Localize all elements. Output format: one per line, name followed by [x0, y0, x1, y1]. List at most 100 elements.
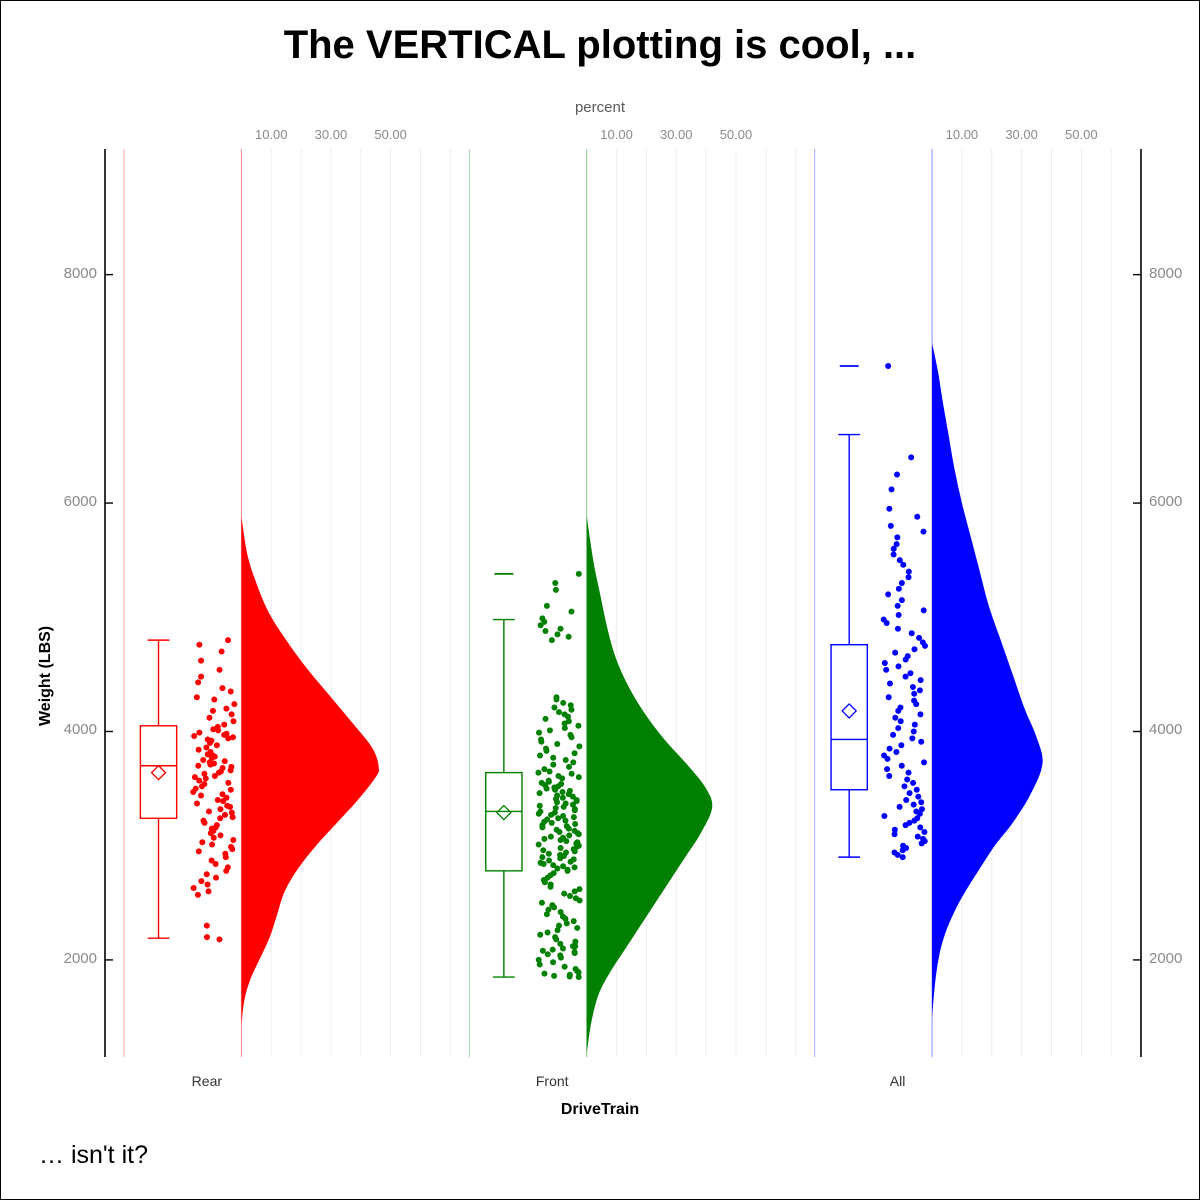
scatter-point [545, 850, 552, 857]
scatter-point [575, 570, 582, 577]
scatter-point [231, 701, 238, 708]
scatter-point [568, 734, 575, 741]
scatter-point [198, 673, 205, 680]
scatter-point [209, 707, 216, 714]
scatter-point [207, 761, 214, 768]
scatter-point [542, 627, 549, 634]
scatter-point [535, 841, 542, 848]
scatter-point [566, 892, 573, 899]
scatter-point [203, 934, 210, 941]
scatter-point [886, 505, 893, 512]
y-tick-label: 4000 [1149, 721, 1183, 739]
percent-tick-label: 50.00 [719, 127, 753, 142]
scatter-point [225, 735, 232, 742]
scatter-point [905, 574, 912, 581]
scatter-point [196, 729, 203, 736]
scatter-point [195, 746, 202, 753]
scatter-point [196, 777, 203, 784]
scatter-point [910, 728, 917, 735]
scatter-point [915, 793, 922, 800]
scatter-point [918, 738, 925, 745]
scatter-point [891, 826, 898, 833]
scatter-point [565, 633, 572, 640]
scatter-point [216, 936, 223, 943]
scatter-point [557, 908, 564, 915]
scatter-point [544, 929, 551, 936]
scatter-point [203, 744, 210, 751]
scatter-point [906, 790, 913, 797]
scatter-point [904, 776, 911, 783]
y-tick-label: 2000 [1149, 949, 1183, 967]
scatter-point [569, 943, 576, 950]
scatter-point [571, 807, 578, 814]
scatter-point [552, 805, 559, 812]
category-label-rear: Rear [191, 1073, 223, 1089]
scatter-point [561, 890, 568, 897]
scatter-point [560, 863, 567, 870]
scatter-point [228, 809, 235, 816]
scatter-point [892, 649, 899, 656]
scatter-point [555, 815, 562, 822]
scatter-point [546, 857, 553, 864]
y-tick-label: 6000 [63, 493, 97, 511]
scatter-point [557, 954, 564, 961]
scatter-point [903, 797, 910, 804]
scatter-point [193, 800, 200, 807]
scatter-point [896, 557, 903, 564]
scatter-point [552, 786, 559, 793]
x-axis-title: DriveTrain [560, 1101, 640, 1118]
scatter-point [893, 541, 900, 548]
y-tick-label: 8000 [1149, 264, 1183, 282]
scatter-point [547, 883, 554, 890]
scatter-point [886, 773, 893, 780]
scatter-point [229, 734, 236, 741]
scatter-point [898, 597, 905, 604]
scatter-point [569, 801, 576, 808]
scatter-point [537, 931, 544, 938]
scatter-point [916, 687, 923, 694]
scatter-point [539, 947, 546, 954]
scatter-point [897, 718, 904, 725]
scatter-point [570, 918, 577, 925]
scatter-point [541, 835, 548, 842]
percent-tick-label: 50.00 [1065, 127, 1098, 142]
scatter-point [543, 602, 550, 609]
scatter-point [540, 860, 547, 867]
scatter-point [208, 857, 215, 864]
scatter-point [902, 656, 909, 663]
scatter-point [547, 833, 554, 840]
scatter-point [560, 699, 567, 706]
percent-tick-label: 30.00 [1005, 127, 1038, 142]
scatter-point [910, 779, 917, 786]
scatter-point [548, 637, 555, 644]
scatter-point [201, 819, 208, 826]
scatter-point [221, 721, 228, 728]
scatter-point [894, 602, 901, 609]
scatter-point [563, 838, 570, 845]
scatter-point [881, 659, 888, 666]
plot-area [104, 149, 1142, 1057]
scatter-point [535, 956, 542, 963]
scatter-point [193, 694, 200, 701]
scatter-point [536, 790, 543, 797]
scatter-point [568, 608, 575, 615]
scatter-point [899, 847, 906, 854]
scatter-point [202, 775, 209, 782]
scatter-point [913, 701, 920, 708]
scatter-point [542, 715, 549, 722]
scatter-point [888, 486, 895, 493]
scatter-point [576, 886, 583, 893]
y-tick-label: 4000 [63, 721, 97, 739]
density-curve [932, 343, 1043, 1018]
scatter-point [575, 722, 582, 729]
scatter-point [916, 634, 923, 641]
scatter-point [571, 750, 578, 757]
scatter-point [536, 961, 543, 968]
chart-title: The VERTICAL plotting is cool, ... [283, 23, 917, 67]
scatter-point [220, 798, 227, 805]
panel-rear [123, 149, 379, 1057]
scatter-point [541, 970, 548, 977]
scatter-point [541, 766, 548, 773]
percent-tick-label: 10.00 [254, 127, 288, 142]
category-label-all: All [889, 1073, 906, 1089]
